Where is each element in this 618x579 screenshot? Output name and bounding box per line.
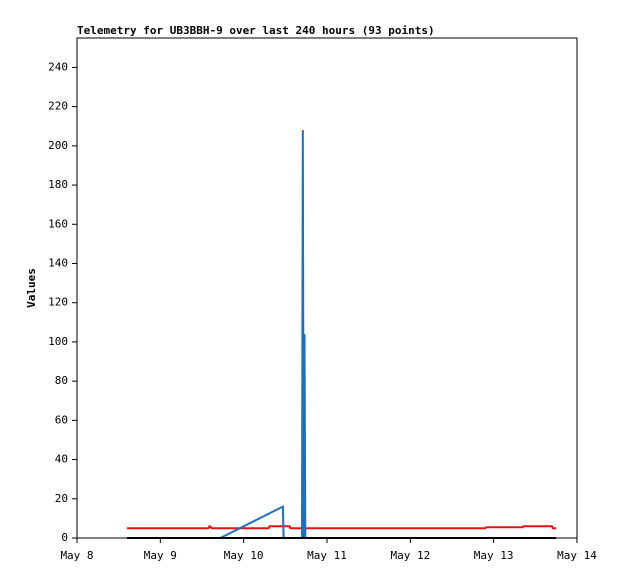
y-tick-label: 0	[61, 531, 68, 544]
x-tick-label: May 12	[390, 549, 430, 562]
x-tick-label: May 14	[557, 549, 597, 562]
y-tick-label: 240	[48, 60, 68, 73]
x-tick-label: May 10	[224, 549, 264, 562]
y-tick-label: 140	[48, 256, 68, 269]
y-axis-label: Values	[25, 268, 38, 308]
y-tick-label: 120	[48, 296, 68, 309]
y-tick-label: 180	[48, 178, 68, 191]
y-tick-label: 40	[55, 453, 68, 466]
plot-frame	[76, 37, 578, 539]
x-tick-label: May 11	[307, 549, 347, 562]
y-tick-label: 220	[48, 100, 68, 113]
chart-title: Telemetry for UB3BBH-9 over last 240 hou…	[77, 24, 435, 37]
y-tick-label: 160	[48, 217, 68, 230]
y-tick-label: 20	[55, 492, 68, 505]
x-tick-label: May 13	[474, 549, 514, 562]
y-tick-label: 60	[55, 413, 68, 426]
x-tick-label: May 9	[144, 549, 177, 562]
y-tick-label: 100	[48, 335, 68, 348]
y-tick-label: 80	[55, 374, 68, 387]
x-tick-label: May 8	[60, 549, 93, 562]
y-tick-label: 200	[48, 139, 68, 152]
series-line	[219, 130, 557, 539]
series-line	[127, 524, 557, 530]
